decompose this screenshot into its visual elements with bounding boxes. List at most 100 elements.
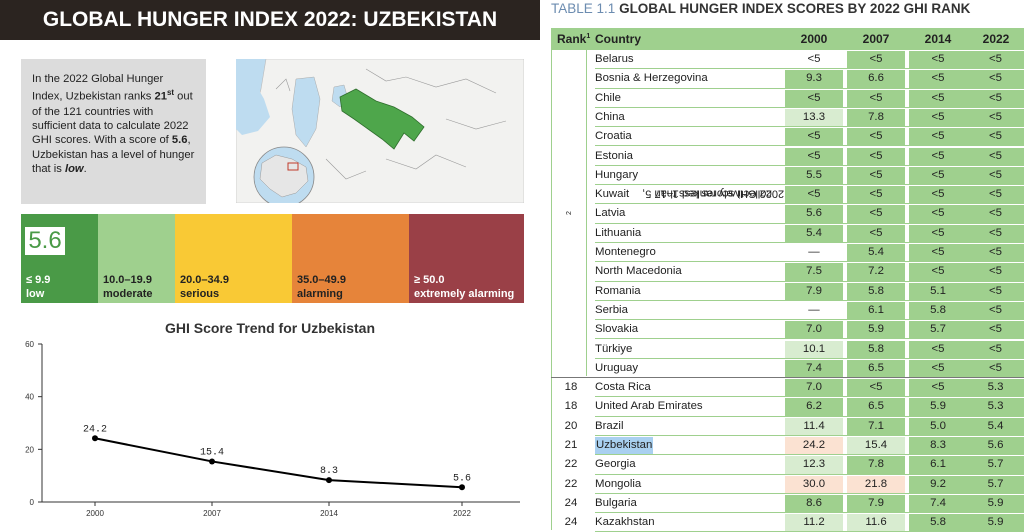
- x-tick-label: 2007: [203, 509, 221, 518]
- header-country: Country: [595, 32, 641, 46]
- table-row: 18 Costa Rica 7.0 <5 <5 5.3: [551, 378, 1024, 398]
- country-cell: Türkiye: [595, 342, 633, 355]
- country-cell: Mongolia: [595, 477, 642, 490]
- row-divider: [595, 68, 1024, 70]
- row-divider: [551, 377, 1024, 379]
- table-row: 21 Uzbekistan 24.2 15.4 8.3 5.6: [551, 436, 1024, 456]
- table-row: Romania 7.9 5.8 5.1 <5: [551, 282, 1024, 301]
- score-cell: <5: [967, 301, 1024, 320]
- country-cell: Bulgaria: [595, 496, 637, 509]
- score-cell: <5: [785, 51, 843, 69]
- table-row: Hungary 5.5 <5 <5 <5: [551, 166, 1024, 186]
- table-row: Slovakia 7.0 5.9 5.7 <5: [551, 320, 1024, 340]
- score-cell: 7.1: [847, 417, 905, 435]
- map-image: [236, 59, 524, 203]
- table-row: Estonia <5 <5 <5 <5: [551, 147, 1024, 166]
- scale-level: low: [26, 288, 45, 300]
- country-cell: United Arab Emirates: [595, 400, 703, 413]
- scale-level: serious: [180, 288, 220, 300]
- score-cell: 7.8: [847, 108, 905, 127]
- scale-segment-moderate: 10.0–19.9 moderate: [98, 214, 175, 303]
- row-divider: [595, 357, 1024, 359]
- rank-cell: 22: [564, 458, 578, 471]
- score-cell: 6.2: [785, 398, 843, 416]
- scale-range: 10.0–19.9: [103, 274, 152, 286]
- table-row: 20 Brazil 11.4 7.1 5.0 5.4: [551, 417, 1024, 436]
- scale-segment-extremely-alarming: ≥ 50.0 extremely alarming: [409, 214, 524, 303]
- score-cell: <5: [967, 359, 1024, 378]
- score-cell: <5: [967, 340, 1024, 358]
- rank-cell: 24: [564, 496, 578, 509]
- table-row: 24 Kazakhstan 11.2 11.6 5.8 5.9: [551, 513, 1024, 532]
- x-tick-label: 2022: [453, 509, 471, 518]
- row-divider: [595, 319, 1024, 321]
- score-cell: 8.6: [785, 494, 843, 513]
- table-row: North Macedonia 7.5 7.2 <5 <5: [551, 262, 1024, 282]
- score-cell: 5.9: [847, 321, 905, 339]
- row-divider: [595, 415, 1024, 417]
- data-point: [92, 435, 98, 442]
- score-cell: <5: [909, 108, 967, 127]
- score-cell: <5: [909, 379, 967, 397]
- row-divider: [595, 222, 1024, 224]
- score-cell: 6.6: [847, 70, 905, 88]
- score-cell: <5: [847, 51, 905, 69]
- y-tick-label: 0: [30, 498, 35, 507]
- score-cell: 5.8: [909, 514, 967, 532]
- table-title-text: GLOBAL HUNGER INDEX SCORES BY 2022 GHI R…: [619, 1, 971, 16]
- country-cell: Brazil: [595, 419, 624, 432]
- table-row: Türkiye 10.1 5.8 <5 <5: [551, 340, 1024, 359]
- score-cell: <5: [785, 128, 843, 146]
- score-cell: <5: [967, 186, 1024, 204]
- table-row: Croatia <5 <5 <5 <5: [551, 127, 1024, 147]
- table-row: Belarus <5 <5 <5 <5: [551, 50, 1024, 70]
- score-cell: <5: [909, 340, 967, 358]
- data-point: [326, 477, 332, 484]
- data-label: 8.3: [320, 466, 338, 477]
- score-cell: 5.4: [967, 417, 1024, 435]
- header-2007: 2007: [862, 32, 890, 46]
- scale-range: 20.0–34.9: [180, 274, 229, 286]
- country-cell: Slovakia: [595, 323, 639, 336]
- score-cell: <5: [847, 224, 905, 242]
- scale-segment-serious: 20.0–34.9 serious: [175, 214, 292, 303]
- header-2014: 2014: [924, 32, 952, 46]
- y-tick-label: 60: [25, 340, 34, 349]
- info-text-1: In the 2022 Global Hunger Index, Uzbekis…: [32, 73, 164, 104]
- score-cell: <5: [909, 224, 967, 242]
- score-cell: <5: [847, 186, 905, 204]
- severity-scale: ≤ 9.9 low 5.6 10.0–19.9 moderate 20.0–34.9 ser…: [21, 214, 524, 303]
- score-cell: <5: [967, 205, 1024, 223]
- score-cell: 12.3: [785, 456, 843, 474]
- row-divider: [595, 145, 1024, 147]
- row-divider: [595, 164, 1024, 166]
- score-cell: 13.3: [785, 108, 843, 127]
- scale-level: extremely alarming: [414, 288, 515, 300]
- table-row: Kuwait <5 <5 <5 <5: [551, 185, 1024, 205]
- score-cell: 11.4: [785, 417, 843, 435]
- rank-cell: 24: [564, 516, 578, 529]
- score-cell: <5: [847, 379, 905, 397]
- info-rank: 21: [154, 91, 167, 104]
- score-cell: 5.9: [967, 514, 1024, 532]
- row-divider: [595, 106, 1024, 108]
- score-cell: 21.8: [847, 475, 905, 493]
- table-row: Serbia —6.1 5.8 <5: [551, 301, 1024, 321]
- score-cell: <5: [967, 108, 1024, 127]
- score-cell: <5: [847, 205, 905, 223]
- score-cell: <5: [785, 147, 843, 165]
- scale-segment-low: ≤ 9.9 low 5.6: [21, 214, 98, 303]
- score-cell: 5.3: [967, 398, 1024, 416]
- score-cell: 7.4: [909, 494, 967, 513]
- country-cell: Kuwait: [595, 188, 630, 201]
- row-divider: [595, 203, 1024, 205]
- score-cell: 7.0: [785, 321, 843, 339]
- scale-range: ≥ 50.0: [414, 274, 445, 286]
- score-cell: <5: [909, 244, 967, 262]
- score-cell: <5: [967, 244, 1024, 262]
- score-cell: 6.5: [847, 359, 905, 378]
- score-cell: 11.6: [847, 514, 905, 532]
- score-cell: 6.5: [847, 398, 905, 416]
- score-cell: —: [785, 301, 843, 320]
- score-cell: <5: [909, 70, 967, 88]
